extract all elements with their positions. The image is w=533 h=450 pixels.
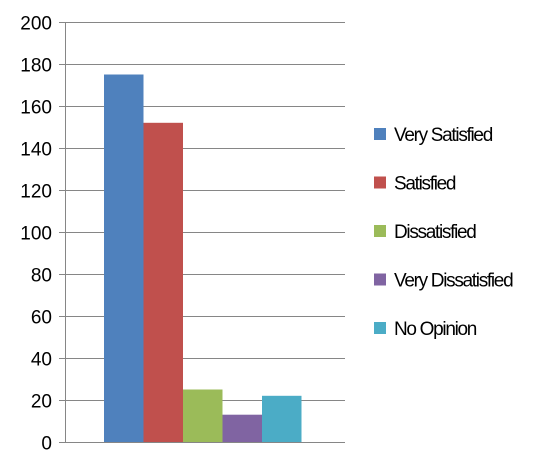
y-tick-label-200: 200 <box>20 14 52 35</box>
y-tick-label-80: 80 <box>31 266 52 287</box>
bar-dissatisfied <box>183 389 223 442</box>
legend-label-dissatisfied: Dissatisfied <box>394 222 476 243</box>
y-tick-label-0: 0 <box>41 434 52 450</box>
bar-no-opinion <box>262 395 302 442</box>
y-tick-label-40: 40 <box>31 350 52 371</box>
bar-very-satisfied <box>104 74 144 442</box>
y-axis-tick-labels: 0 20 40 60 80 100 120 140 160 180 200 <box>20 14 52 450</box>
legend-swatch-dissatisfied <box>374 225 386 237</box>
legend-swatch-very-satisfied <box>374 128 386 140</box>
legend-swatch-no-opinion <box>374 322 386 334</box>
y-tick-label-100: 100 <box>20 224 52 245</box>
legend-swatch-very-dissatisfied <box>374 273 386 286</box>
bar-very-dissatisfied <box>222 414 262 442</box>
legend-label-satisfied: Satisfied <box>394 174 456 195</box>
legend-label-very-satisfied: Very Satisfied <box>394 125 493 146</box>
y-tick-label-60: 60 <box>31 308 52 329</box>
y-tick-label-140: 140 <box>20 140 52 161</box>
bars <box>104 74 302 443</box>
bar-satisfied <box>143 122 183 443</box>
gridlines <box>59 22 345 443</box>
legend-label-no-opinion: No Opinion <box>394 319 477 340</box>
y-tick-label-120: 120 <box>20 182 52 203</box>
legend-swatch-satisfied <box>374 176 386 189</box>
y-tick-label-180: 180 <box>20 56 52 77</box>
y-tick-label-160: 160 <box>20 98 52 119</box>
y-tick-label-20: 20 <box>31 392 52 413</box>
legend-label-very-dissatisfied: Very Dissatisfied <box>394 271 513 292</box>
legend: Very Satisfied Satisfied Dissatisfied Very … <box>374 125 514 340</box>
